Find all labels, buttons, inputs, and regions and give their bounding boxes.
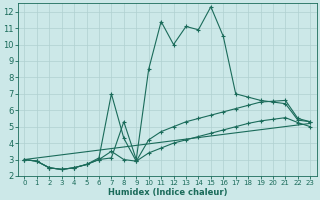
X-axis label: Humidex (Indice chaleur): Humidex (Indice chaleur) <box>108 188 227 197</box>
